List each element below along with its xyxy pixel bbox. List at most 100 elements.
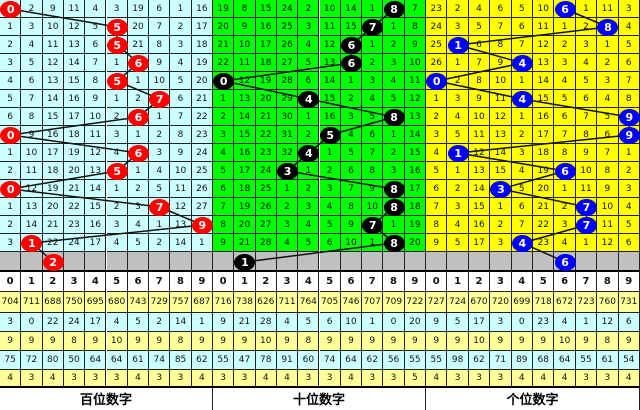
- omission-cell: 1: [0, 198, 22, 216]
- omission-cell: 4: [170, 54, 192, 72]
- omission-cell: 8: [85, 72, 107, 90]
- omission-cell: 1: [362, 0, 384, 18]
- omission-cell: 17: [42, 144, 64, 162]
- omission-cell: 2: [0, 162, 22, 180]
- stat-cell: 9: [575, 332, 598, 351]
- digit-header: 8: [597, 272, 619, 292]
- omission-cell: 16: [234, 144, 256, 162]
- omission-cell: 2: [298, 180, 320, 198]
- omission-cell: 6: [362, 126, 384, 144]
- omission-cell: 4: [618, 198, 640, 216]
- omission-cell: 15: [340, 18, 363, 36]
- stat-cell: 9: [234, 332, 256, 351]
- stat-cell: 687: [191, 292, 213, 313]
- draw-ball: 5: [319, 126, 341, 144]
- draw-ball: 8: [383, 0, 405, 18]
- pending-cell: [21, 252, 43, 271]
- omission-cell: 1: [383, 18, 405, 36]
- omission-cell: 4: [511, 162, 533, 180]
- omission-cell: 19: [191, 54, 213, 72]
- omission-cell: 3: [127, 198, 150, 216]
- stat-cell: 3: [319, 370, 341, 387]
- stat-cell: 1: [191, 313, 213, 332]
- omission-cell: 2: [276, 198, 299, 216]
- omission-cell: 5: [213, 162, 235, 180]
- omission-cell: 1: [447, 54, 469, 72]
- omission-cell: 14: [468, 180, 491, 198]
- omission-cell: 6: [340, 162, 363, 180]
- stat-cell: 727: [426, 292, 448, 313]
- omission-cell: 2: [213, 108, 235, 126]
- omission-cell: 12: [597, 234, 619, 252]
- omission-cell: 6: [618, 54, 640, 72]
- omission-cell: 16: [468, 216, 491, 234]
- omission-cell: 11: [63, 0, 86, 18]
- omission-cell: 4: [554, 72, 576, 90]
- stat-cell: 626: [255, 292, 277, 313]
- stat-cell: 5: [298, 313, 320, 332]
- omission-cell: 1: [106, 180, 128, 198]
- omission-cell: 14: [21, 216, 43, 234]
- stat-cell: 10: [340, 313, 363, 332]
- omission-cell: 9: [213, 234, 235, 252]
- omission-cell: 7: [404, 0, 426, 18]
- omission-cell: 19: [63, 144, 86, 162]
- omission-cell: 5: [511, 0, 533, 18]
- omission-cell: 21: [234, 234, 256, 252]
- stat-cell: 718: [533, 292, 555, 313]
- omission-cell: 6: [597, 126, 619, 144]
- omission-cell: 4: [298, 36, 320, 54]
- omission-cell: 1: [106, 90, 128, 108]
- pending-cell: [191, 252, 213, 271]
- pending-cell: [340, 252, 363, 271]
- omission-cell: 9: [42, 0, 64, 18]
- stat-cell: 55: [213, 351, 235, 370]
- stat-cell: 60: [298, 351, 320, 370]
- digit-header: 3: [276, 272, 299, 292]
- stat-cell: 74: [149, 351, 171, 370]
- omission-cell: 19: [404, 216, 426, 234]
- omission-cell: 2: [362, 54, 384, 72]
- draw-ball: 9: [618, 126, 640, 144]
- omission-cell: 3: [213, 126, 235, 144]
- omission-cell: 7: [490, 18, 512, 36]
- omission-cell: 22: [191, 108, 213, 126]
- stat-cell: 62: [191, 351, 213, 370]
- omission-cell: 13: [85, 162, 107, 180]
- omission-cell: 24: [276, 0, 299, 18]
- omission-cell: 10: [575, 162, 598, 180]
- draw-ball: 5: [106, 162, 128, 180]
- stat-cell: 0: [511, 313, 533, 332]
- omission-cell: 10: [42, 18, 64, 36]
- digit-header: 6: [340, 272, 363, 292]
- omission-cell: 3: [383, 162, 405, 180]
- stat-cell: 729: [149, 292, 171, 313]
- omission-cell: 2: [447, 180, 469, 198]
- stat-cell: 91: [276, 351, 299, 370]
- stat-cell: 28: [255, 313, 277, 332]
- omission-cell: 11: [21, 162, 43, 180]
- stat-cell: 4: [42, 370, 64, 387]
- pending-cell: [149, 252, 171, 271]
- omission-cell: 18: [404, 198, 426, 216]
- draw-ball: 1: [234, 253, 256, 271]
- omission-cell: 5: [426, 162, 448, 180]
- omission-cell: 28: [255, 234, 277, 252]
- omission-cell: 9: [170, 144, 192, 162]
- omission-cell: 25: [276, 18, 299, 36]
- omission-cell: 14: [85, 180, 107, 198]
- omission-cell: 8: [340, 198, 363, 216]
- stat-cell: 17: [85, 313, 107, 332]
- stat-cell: 17: [468, 313, 491, 332]
- draw-ball: 8: [597, 18, 619, 36]
- omission-cell: 6: [575, 90, 598, 108]
- omission-cell: 1: [511, 108, 533, 126]
- omission-cell: 9: [21, 126, 43, 144]
- omission-cell: 3: [298, 198, 320, 216]
- omission-cell: 15: [319, 90, 341, 108]
- stat-cell: 64: [340, 351, 363, 370]
- pending-cell: [575, 252, 598, 271]
- stat-cell: 9: [533, 332, 555, 351]
- pending-cell: [85, 252, 107, 271]
- omission-cell: 4: [298, 216, 320, 234]
